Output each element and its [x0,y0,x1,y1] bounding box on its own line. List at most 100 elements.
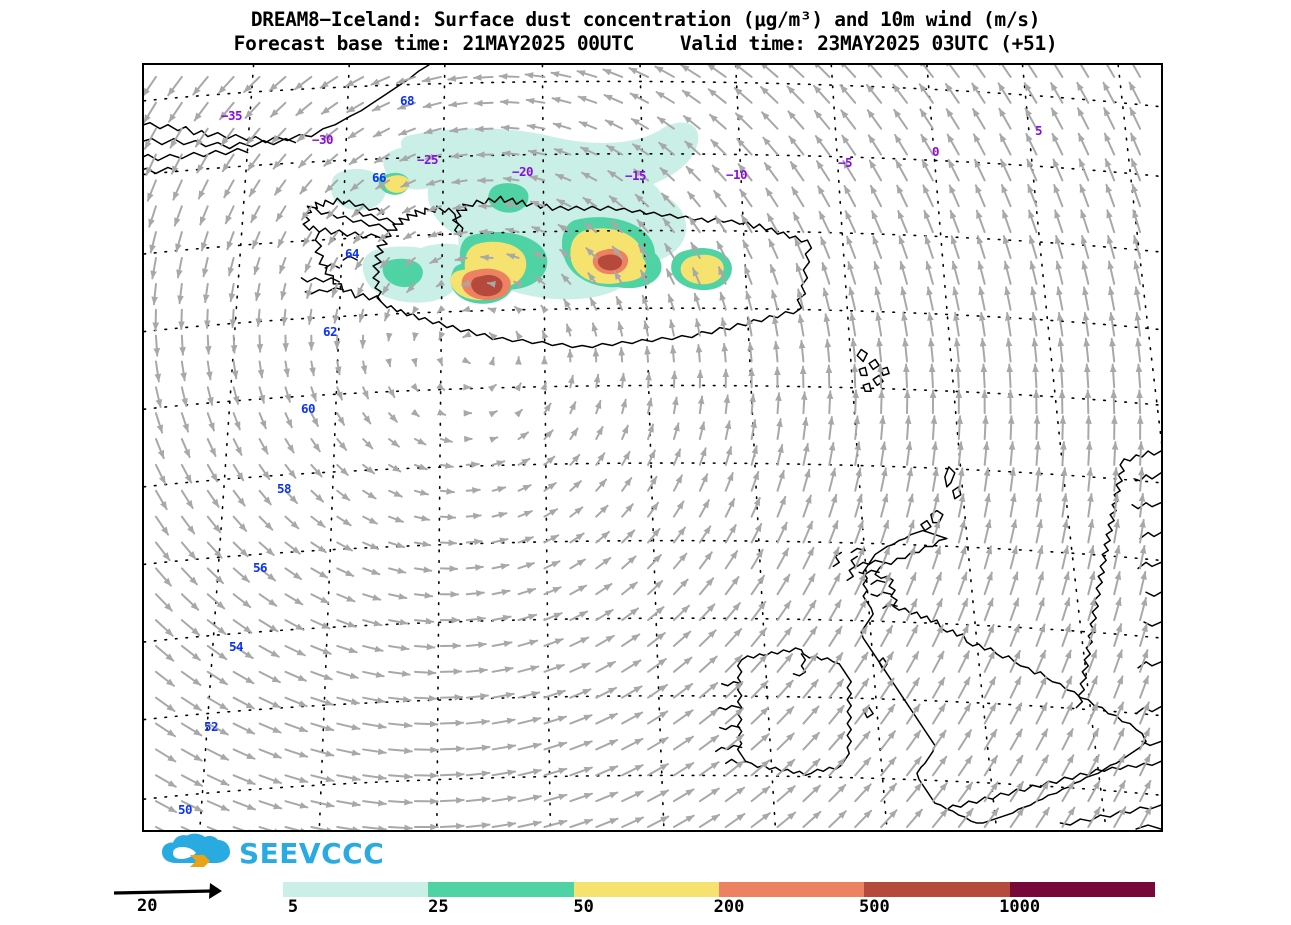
wind-arrow [388,696,412,703]
wind-arrow [1087,545,1095,570]
wind-arrow [284,826,309,830]
wind-arrow [352,231,365,244]
wind-arrow [971,65,986,78]
wind-arrow [621,764,644,777]
wind-arrow [697,395,705,415]
wind-arrow [906,545,916,570]
wind-arrow [713,189,727,208]
wind-arrow [543,793,568,803]
wind-arrow [232,644,254,660]
wind-arrow [750,548,764,570]
wind-arrow [854,467,862,492]
wind-arrow [772,315,779,337]
wind-arrow [569,662,591,673]
wind-arrow [647,449,656,466]
lon-label-5: 5 [1035,123,1043,138]
wind-arrow [880,703,896,725]
wind-arrow [491,640,513,648]
wind-arrow [595,686,618,699]
wind-arrow [724,498,736,518]
wind-arrow [465,770,491,778]
wind-arrow [543,402,552,415]
wind-arrow [232,800,256,811]
wind-arrow [595,660,616,673]
wind-arrow [180,438,191,459]
wind-arrow [1030,312,1038,337]
wind-arrow [543,638,564,647]
wind-arrow [284,593,304,606]
wind-arrow [154,567,172,587]
wind-arrow [196,153,209,174]
wind-arrow [876,337,883,363]
wind-arrow [439,539,458,547]
wind-arrow [310,774,335,783]
wind-arrow [1139,544,1147,570]
wind-arrow [611,245,624,259]
wind-arrow [621,450,631,466]
wind-arrow [388,798,413,806]
wind-arrow [388,489,403,498]
wind-arrow [802,626,818,647]
wind-arrow [823,313,831,337]
wind-arrow [647,580,664,596]
wind-arrow [802,573,816,596]
wind-arrow [370,75,391,86]
wind-arrow [956,415,964,441]
wind-arrow [983,781,999,803]
wind-arrow [854,757,872,777]
wind-arrow [698,708,719,725]
wind-arrow [1054,209,1064,234]
wind-arrow [750,470,760,492]
wind-arrow [362,619,383,627]
wind-arrow [1138,492,1146,518]
wind-arrow [388,721,413,729]
wind-arrow [983,650,996,673]
wind-arrow [1139,597,1148,622]
wind-arrow [203,308,211,329]
wind-arrow [828,520,839,544]
wind-arrow [771,289,779,311]
wind-arrow [1009,597,1020,622]
wind-arrow [1109,363,1117,389]
wind-arrow [146,179,157,202]
wind-arrow [258,644,280,658]
wind-arrow [244,101,261,119]
wind-arrow [698,655,718,673]
wind-arrow [1009,807,1025,829]
lat-label-56: 56 [253,560,268,575]
wind-arrow [360,360,368,375]
wind-arrow [284,670,307,682]
wind-arrow [957,597,969,622]
wind-arrow [1027,183,1038,208]
wind-arrow [698,813,721,829]
wind-arrow [180,644,201,661]
wind-arrow [621,816,644,829]
wind-arrow [258,386,266,404]
wind-arrow [275,205,287,222]
wind-arrow [202,282,210,304]
wind-arrow [698,603,716,622]
wind-arrow [232,463,245,482]
wind-arrow [828,757,846,777]
wind-arrow [1061,571,1070,596]
wind-arrow [376,205,391,216]
wind-arrow [1028,209,1038,234]
wind-arrow [776,521,788,544]
wind-arrow [776,785,796,803]
wind-arrow [1009,467,1016,492]
wind-arrow [336,438,348,451]
wind-arrow [473,74,494,81]
wind-arrow [346,101,365,114]
wind-arrow [613,270,624,285]
lat-label-66: 66 [372,170,387,185]
wind-arrow [310,670,333,681]
wind-arrow [180,386,188,408]
wind-arrow [284,412,293,429]
wind-arrow [1035,649,1047,673]
wind-arrow [1113,519,1121,544]
wind-arrow [595,582,613,596]
wind-arrow [284,386,291,403]
wind-arrow [906,493,914,518]
wind-arrow [1086,467,1094,492]
wind-arrow [776,626,793,647]
